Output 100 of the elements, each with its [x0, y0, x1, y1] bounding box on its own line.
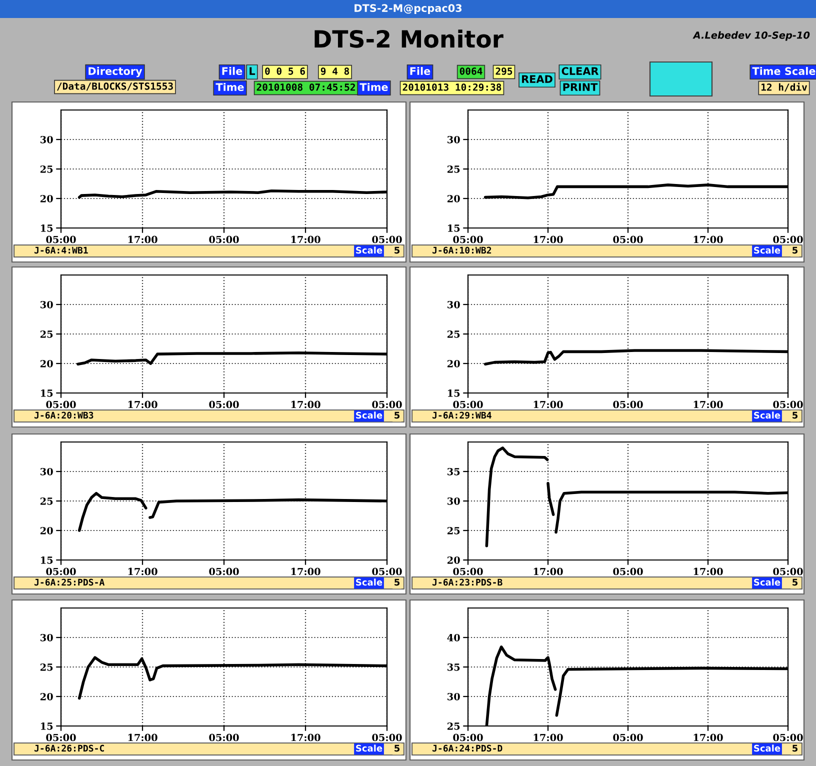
x-tick-label: 05:00	[613, 568, 643, 576]
y-tick-label: 20	[40, 526, 53, 534]
x-tick-label: 17:00	[128, 568, 158, 576]
text: DTS-2 Monitor	[314, 30, 504, 48]
x-axis-title: J-6A:23:PDS-B	[432, 578, 502, 586]
x-tick-label: 05:00	[209, 236, 239, 244]
y-tick-label: 30	[40, 136, 53, 144]
x-tick-label: 17:00	[291, 400, 320, 408]
text: 5	[394, 246, 400, 254]
text: /Data/BLOCKS/STS1553	[57, 82, 173, 91]
x-tick-label: 05:00	[46, 734, 76, 742]
y-tick-label: 35	[448, 468, 460, 476]
x-axis-title: J-6A:4:WB1	[34, 246, 88, 254]
x-tick-label: 05:00	[209, 568, 239, 576]
x-tick-label: 05:00	[773, 236, 803, 244]
x-tick-label: 05:00	[453, 734, 483, 742]
x-tick-label: 17:00	[694, 734, 723, 742]
y-tick-label: 20	[40, 360, 53, 368]
y-tick-label: 15	[41, 389, 53, 397]
x-tick-label: 17:00	[128, 236, 158, 244]
x-tick-label: 17:00	[128, 400, 158, 408]
text: Time	[360, 82, 388, 92]
y-tick-label: 15	[448, 389, 460, 397]
text: PRINT	[563, 83, 598, 91]
text: 5	[792, 578, 798, 586]
text: DTS-2-M@pcpac03	[354, 4, 462, 14]
x-tick-label: 05:00	[209, 734, 239, 742]
text: 20101013 10:29:38	[402, 83, 502, 91]
y-tick-label: 25	[447, 526, 460, 534]
x-tick-label: 05:00	[453, 400, 483, 408]
text: 20101008 07:45:52	[256, 83, 355, 91]
y-tick-label: 30	[40, 634, 53, 642]
text: READ	[522, 75, 552, 83]
x-tick-label: 05:00	[613, 236, 643, 244]
y-tick-label: 15	[41, 556, 53, 564]
x-tick-label: 05:00	[773, 734, 803, 742]
x-axis-title: J-6A:10:WB2	[432, 246, 492, 254]
text: CLEAR	[562, 67, 599, 76]
x-tick-label: 05:00	[453, 568, 483, 576]
text: 5	[792, 744, 798, 752]
text: Scale	[356, 246, 382, 254]
y-tick-label: 20	[447, 194, 460, 202]
x-tick-label: 17:00	[291, 568, 320, 576]
x-tick-label: 05:00	[773, 568, 803, 576]
y-tick-label: 30	[448, 300, 460, 308]
text: A.Lebedev 10-Sep-10	[692, 31, 810, 41]
text: 5	[792, 246, 798, 254]
text: 5	[792, 412, 798, 419]
text: Scale	[754, 246, 780, 254]
x-axis-title: J-6A:29:WB4	[432, 412, 492, 419]
x-tick-label: 17:00	[534, 236, 563, 244]
text: Scale	[356, 412, 382, 419]
y-tick-label: 40	[447, 634, 460, 642]
x-tick-label: 05:00	[46, 400, 76, 408]
y-tick-label: 25	[447, 330, 460, 338]
x-tick-label: 05:00	[372, 734, 402, 742]
x-tick-label: 05:00	[613, 734, 643, 742]
text: 5	[394, 412, 400, 419]
text: Scale	[754, 412, 780, 419]
x-tick-label: 17:00	[534, 568, 563, 576]
text: 0 0 5 6	[265, 67, 305, 75]
y-tick-label: 20	[40, 194, 53, 202]
y-tick-label: 25	[40, 497, 53, 505]
text: Directory	[88, 66, 142, 78]
y-tick-label: 30	[40, 300, 53, 308]
x-tick-label: 17:00	[291, 734, 320, 742]
x-axis-title: J-6A:25:PDS-A	[34, 578, 105, 586]
x-tick-label: 05:00	[372, 568, 402, 576]
y-tick-label: 20	[447, 556, 460, 564]
y-tick-label: 30	[40, 468, 53, 476]
x-tick-label: 17:00	[694, 400, 723, 408]
text: Scale	[754, 578, 780, 586]
x-tick-label: 17:00	[128, 734, 158, 742]
x-tick-label: 05:00	[372, 236, 402, 244]
y-tick-label: 30	[448, 497, 460, 505]
text: 12 h/div	[761, 82, 808, 92]
y-tick-label: 15	[41, 224, 53, 232]
x-tick-label: 17:00	[694, 236, 723, 244]
text: 295	[496, 67, 512, 75]
x-axis-title: J-6A:26:PDS-C	[34, 744, 104, 752]
y-tick-label: 15	[448, 224, 460, 232]
x-tick-label: 05:00	[46, 568, 76, 576]
x-tick-label: 05:00	[372, 400, 402, 408]
x-tick-label: 05:00	[46, 236, 76, 244]
text: Time Scale	[752, 66, 816, 76]
x-tick-label: 17:00	[694, 568, 723, 576]
x-tick-label: 05:00	[453, 236, 483, 244]
y-tick-label: 35	[448, 663, 460, 671]
y-tick-label: 25	[40, 165, 53, 173]
x-axis-title: J-6A:24:PDS-D	[432, 744, 502, 752]
text: 5	[394, 744, 400, 752]
x-tick-label: 05:00	[209, 400, 239, 408]
x-tick-label: 17:00	[534, 734, 563, 742]
x-axis-title: J-6A:20:WB3	[34, 412, 94, 419]
x-tick-label: 05:00	[613, 400, 643, 408]
y-tick-label: 25	[447, 165, 460, 173]
text: L	[250, 67, 256, 75]
text: File	[410, 66, 430, 76]
y-tick-label: 15	[41, 722, 53, 730]
y-tick-label: 30	[448, 692, 460, 700]
